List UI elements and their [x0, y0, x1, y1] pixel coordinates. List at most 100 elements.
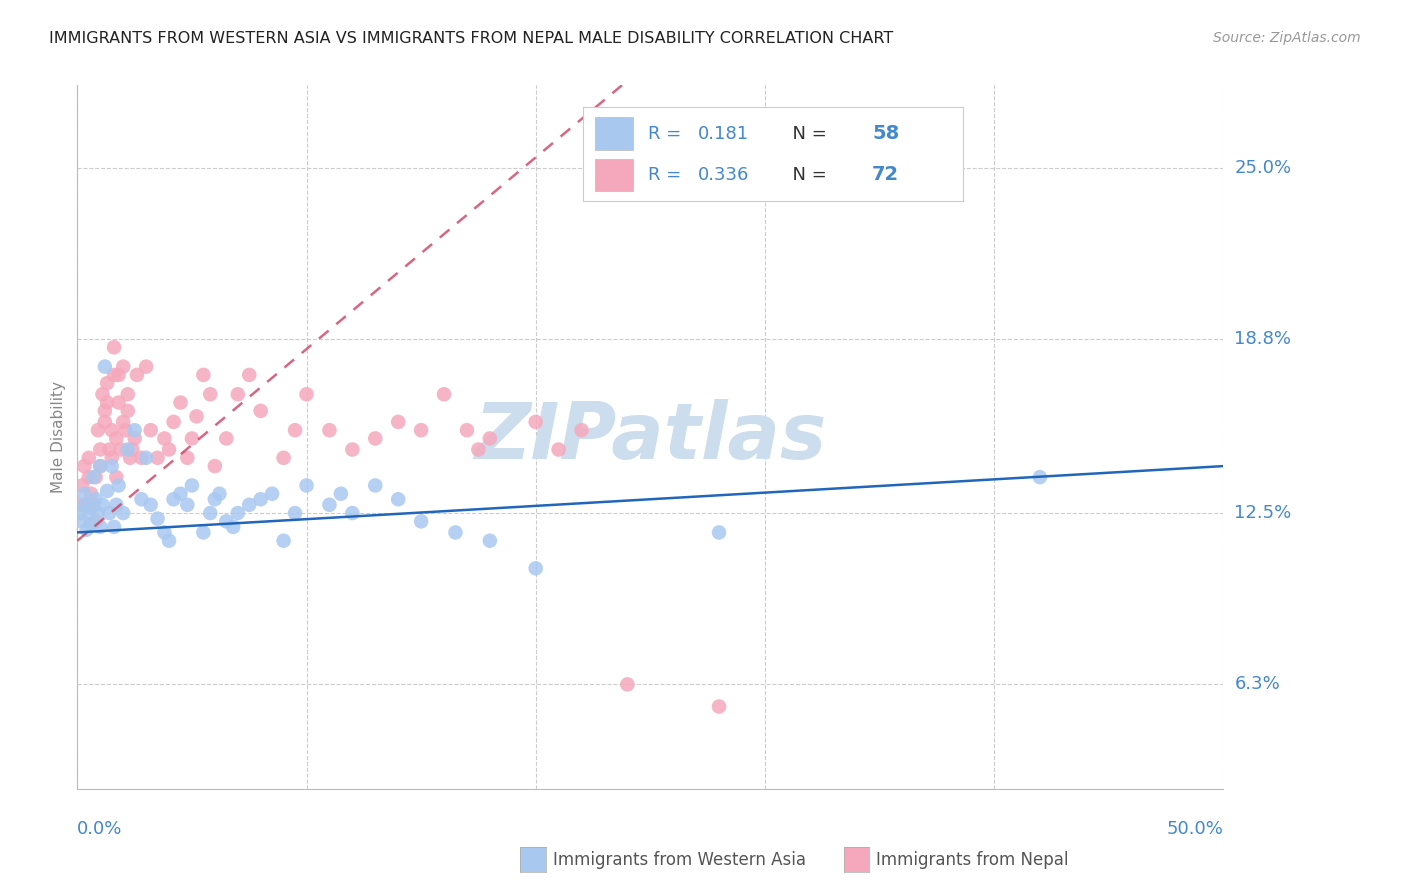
Point — [215, 432, 238, 446]
Text: R =: R = — [648, 125, 693, 143]
Point — [121, 442, 143, 457]
Point — [139, 498, 162, 512]
Point — [193, 368, 215, 382]
Point — [249, 492, 271, 507]
Point — [284, 423, 307, 437]
Point — [103, 340, 125, 354]
Point — [100, 450, 122, 465]
Point — [117, 442, 139, 457]
Text: 72: 72 — [872, 165, 898, 185]
Point — [91, 498, 114, 512]
Point — [131, 492, 153, 507]
Point — [707, 525, 730, 540]
Point — [80, 517, 103, 532]
Point — [524, 561, 547, 575]
Point — [204, 492, 226, 507]
Text: 0.336: 0.336 — [697, 166, 749, 184]
Text: 12.5%: 12.5% — [1234, 504, 1292, 522]
Point — [110, 442, 132, 457]
Point — [82, 498, 104, 512]
Point — [80, 500, 103, 515]
Text: 0.181: 0.181 — [697, 125, 748, 143]
Point — [118, 450, 141, 465]
Point — [284, 506, 307, 520]
Point — [103, 368, 125, 382]
Point — [87, 423, 110, 437]
Point — [100, 459, 122, 474]
Text: IMMIGRANTS FROM WESTERN ASIA VS IMMIGRANTS FROM NEPAL MALE DISABILITY CORRELATIO: IMMIGRANTS FROM WESTERN ASIA VS IMMIGRAN… — [49, 31, 893, 46]
Point — [153, 432, 176, 446]
Point — [208, 487, 231, 501]
Point — [153, 525, 176, 540]
Point — [238, 498, 260, 512]
Point — [84, 492, 107, 507]
Point — [387, 415, 409, 429]
Point — [73, 459, 96, 474]
Point — [135, 359, 157, 374]
Point — [87, 506, 110, 520]
Point — [444, 525, 467, 540]
Point — [411, 514, 433, 528]
Text: Immigrants from Western Asia: Immigrants from Western Asia — [553, 851, 806, 869]
Point — [94, 404, 117, 418]
Point — [180, 478, 204, 492]
Point — [176, 498, 198, 512]
Point — [94, 359, 117, 374]
Point — [96, 395, 118, 409]
Point — [318, 423, 340, 437]
Point — [162, 415, 184, 429]
Point — [70, 514, 93, 528]
Point — [342, 442, 364, 457]
Point — [273, 533, 295, 548]
Point — [162, 492, 184, 507]
Point — [76, 523, 98, 537]
Point — [84, 514, 107, 528]
Point — [76, 498, 98, 512]
Point — [114, 423, 136, 437]
Point — [77, 508, 100, 523]
Point — [329, 487, 352, 501]
Point — [226, 506, 249, 520]
Point — [69, 498, 91, 512]
Text: Source: ZipAtlas.com: Source: ZipAtlas.com — [1213, 31, 1361, 45]
Point — [103, 520, 125, 534]
Point — [112, 415, 135, 429]
Point — [80, 487, 103, 501]
Point — [107, 478, 129, 492]
Point — [91, 387, 114, 401]
FancyBboxPatch shape — [595, 159, 633, 191]
Text: N =: N = — [780, 125, 832, 143]
Point — [94, 415, 117, 429]
Point — [571, 423, 593, 437]
Point — [169, 487, 191, 501]
Point — [89, 459, 111, 474]
Point — [547, 442, 569, 457]
Point — [112, 359, 135, 374]
Point — [707, 699, 730, 714]
Point — [89, 459, 111, 474]
Y-axis label: Male Disability: Male Disability — [51, 381, 66, 493]
Point — [105, 470, 128, 484]
Point — [295, 387, 318, 401]
Point — [478, 432, 501, 446]
Point — [124, 423, 146, 437]
Point — [107, 395, 129, 409]
Point — [131, 450, 153, 465]
Point — [222, 520, 245, 534]
Point — [135, 450, 157, 465]
Point — [226, 387, 249, 401]
Text: 58: 58 — [872, 124, 900, 144]
Point — [467, 442, 489, 457]
Point — [364, 432, 387, 446]
Point — [1029, 470, 1052, 484]
Point — [96, 376, 118, 391]
Point — [524, 415, 547, 429]
Point — [73, 498, 96, 512]
Text: R =: R = — [648, 166, 688, 184]
Text: 25.0%: 25.0% — [1234, 159, 1292, 177]
Text: 50.0%: 50.0% — [1167, 820, 1223, 838]
Point — [117, 387, 139, 401]
Point — [318, 498, 340, 512]
Point — [146, 511, 169, 525]
Point — [146, 450, 169, 465]
